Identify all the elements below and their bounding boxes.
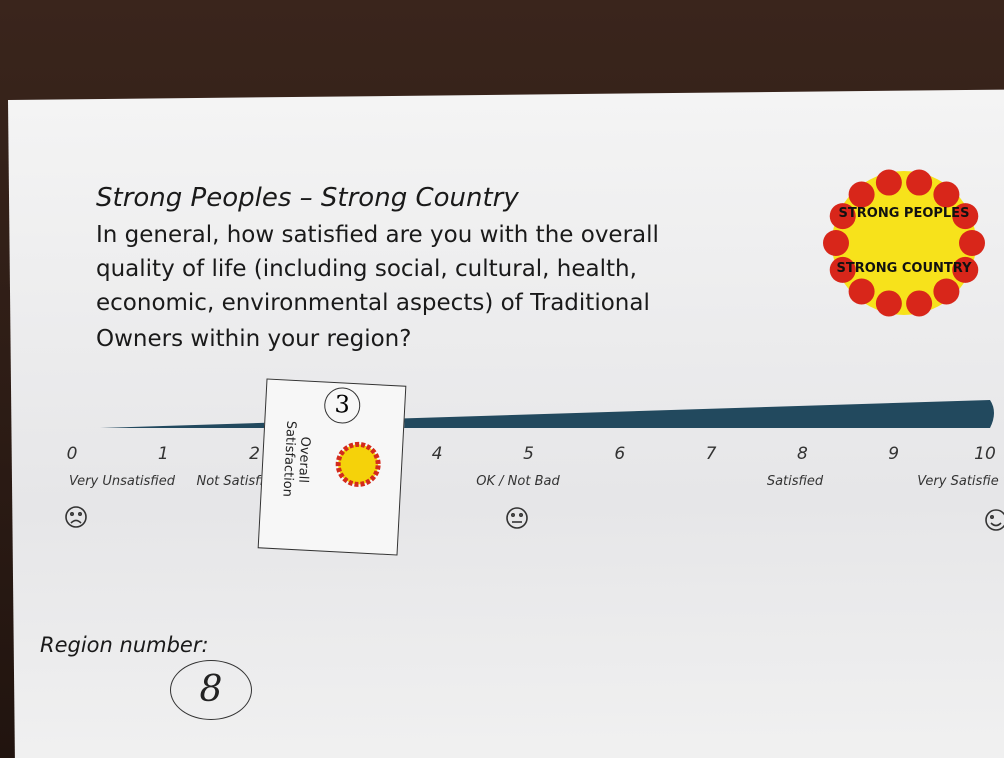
handwritten-number: 3 <box>323 386 362 425</box>
faces <box>65 506 1004 531</box>
logo-dot <box>875 169 902 196</box>
scale-number: 5 <box>523 444 534 464</box>
region-label: Region number: <box>40 633 209 657</box>
logo-dot <box>952 203 979 230</box>
scale-number: 10 <box>974 444 996 464</box>
logo-dot <box>829 256 856 283</box>
handwritten-region: 8 <box>170 660 252 720</box>
logo-disc <box>832 171 976 315</box>
title: Strong Peoples – Strong Country <box>96 183 519 213</box>
card: 3 Overall Satisfaction <box>257 378 407 556</box>
logo-dot <box>959 230 985 256</box>
logo-dot <box>875 290 902 317</box>
card-text: Overall Satisfaction <box>279 420 313 498</box>
logo-dot <box>933 181 960 208</box>
scale-label: OK / Not Bad <box>476 474 560 489</box>
scale-number: 0 <box>66 444 78 464</box>
logo-dot <box>952 256 979 283</box>
scale-number: 7 <box>705 444 717 464</box>
card-logo <box>335 441 381 487</box>
logo: STRONG PEOPLES STRONG COUNTRY <box>823 169 985 317</box>
scale-number: 2 <box>249 444 261 464</box>
question-line: quality of life (including social, cultu… <box>96 256 637 282</box>
logo-dot <box>829 203 856 230</box>
logo-dot <box>906 169 933 196</box>
scale-wedge <box>100 400 994 428</box>
logo-text: STRONG PEOPLES <box>839 206 970 221</box>
scale-label: Very Satisfie <box>917 474 999 489</box>
scale-number: 6 <box>614 444 626 464</box>
scale-number: 9 <box>888 444 900 464</box>
scale-number: 4 <box>431 444 443 464</box>
logo-text: STRONG COUNTRY <box>837 261 973 276</box>
scale-number: 1 <box>157 444 169 464</box>
logo-dot <box>848 278 875 305</box>
question-line: Owners within your region? <box>96 326 412 352</box>
logo-dot <box>933 278 960 305</box>
logo-dot <box>906 290 933 317</box>
scale-label: Not Satisfi <box>196 474 264 489</box>
scale-label: Very Unsatisfied <box>69 474 175 489</box>
logo-dot <box>823 230 849 256</box>
scale-number: 8 <box>796 444 808 464</box>
logo-dot <box>848 181 875 208</box>
question-line: economic, environmental aspects) of Trad… <box>96 290 650 316</box>
question-line: In general, how satisfied are you with t… <box>96 222 659 248</box>
scale-label: Satisfied <box>766 474 824 489</box>
